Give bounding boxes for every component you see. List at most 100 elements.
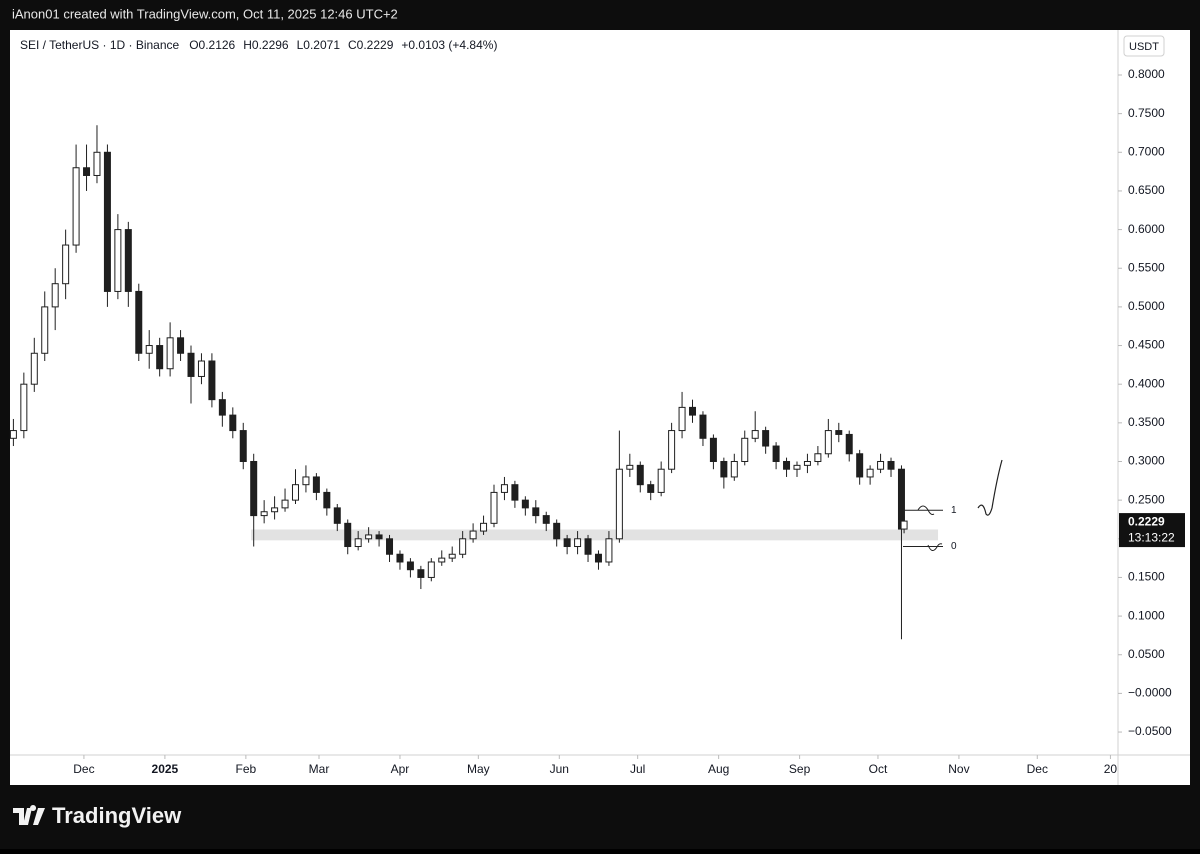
candle-body [427,561,435,578]
candle-body [720,460,728,478]
y-tick-label: 0.8000 [1128,67,1165,81]
candle-body [135,290,143,354]
candle-body [511,484,519,501]
candle-body [114,229,122,292]
candle-body [636,464,644,486]
ohlc-value: 0.2071 [303,38,340,52]
x-tick-label: Feb [236,762,257,776]
candle-body [260,511,268,517]
x-tick-label: Jun [550,762,569,776]
x-tick-label: Dec [73,762,94,776]
candle-body [626,464,634,470]
candle-body [689,406,697,416]
candle-body [668,430,676,470]
x-tick-label: Apr [391,762,410,776]
y-tick-label: −0.0000 [1128,686,1172,700]
y-tick-label: 0.5500 [1128,260,1165,274]
candle-body [354,538,362,548]
candle-body [500,484,508,493]
candle-body [145,345,153,354]
x-tick-label: 20 [1104,762,1118,776]
candle-body [83,167,91,176]
candle-body [208,360,216,401]
candle-body [302,476,310,486]
candle-body [396,553,404,563]
y-tick-label: 0.6500 [1128,183,1165,197]
candle-body [647,484,655,493]
footer-logo-text: TradingView [52,803,182,828]
candle-body [187,352,195,377]
candle-body [521,499,529,509]
candle-body [218,399,226,416]
candle-body [730,460,738,478]
squiggle [927,543,943,551]
y-tick-label: 0.6000 [1128,222,1165,236]
x-tick-label: Dec [1027,762,1048,776]
symbol: SEI / TetherUS · 1D · Binance [20,38,180,52]
ohlc-label: C [348,38,357,52]
candle-body [793,464,801,470]
candle-body [459,538,467,555]
candle-body [615,468,623,540]
candle-body [532,507,540,517]
y-tick-label: −0.0500 [1128,724,1172,738]
y-tick-label: 0.1500 [1128,570,1165,584]
candle-body [229,414,237,432]
candle-body [438,557,446,563]
squiggle [917,505,935,515]
candle-body [62,244,70,285]
candle-body [333,507,341,524]
header-text: iAnon01 created with TradingView.com, Oc… [12,6,398,21]
candle-body [605,538,613,563]
plot: 0.8000 0.7500 0.7000 0.6500 0.6000 0.5500 0.50… [9,67,1185,776]
legend: SEI / TetherUS · 1D · Binance O 0.2126 H 0.2… [20,38,497,52]
candle-body [772,445,780,462]
candle-body [344,522,352,548]
x-tick-label: May [467,762,490,776]
candle-body [866,468,874,478]
y-tick-label: 0.7500 [1128,106,1165,120]
candle-body [51,283,59,308]
fib-label: 0 [951,541,957,552]
candle-body [281,499,289,509]
ohlc-value: 0.2296 [252,38,289,52]
last-price: 0.2229 [1128,514,1165,528]
candle-body [365,534,373,540]
countdown: 13:13:22 [1128,530,1175,544]
x-tick-label: Nov [948,762,969,776]
y-tick-label: 0.1000 [1128,608,1165,622]
candle-body [93,151,101,176]
candle-body [900,520,908,530]
candle-body [124,229,132,292]
candle-body [250,460,258,517]
candle-body [877,460,885,470]
y-tick-label: 0.5000 [1128,299,1165,313]
candle-body [553,522,561,540]
candle-body [594,553,602,563]
tradingview-logo [13,805,45,825]
candle-body [542,515,550,524]
candle-body [803,460,811,466]
candle-body [584,538,592,555]
x-tick-label: Oct [869,762,888,776]
candle-body [197,360,205,377]
candle-body [166,337,174,370]
y-tick-label: 0.4500 [1128,338,1165,352]
y-tick-label: 0.3000 [1128,454,1165,468]
candle-body [574,538,582,548]
candle-body [271,507,279,513]
candle-body [814,453,822,462]
y-tick-label: 0.4000 [1128,376,1165,390]
candle-body [657,468,665,493]
candle-body [448,553,456,559]
candle-body [9,430,17,439]
currency-box[interactable] [1123,35,1165,57]
x-tick-label: Mar [309,762,330,776]
chart-panel [10,30,1190,785]
candle-body [678,406,686,432]
y-tick-label: 0.3500 [1128,415,1165,429]
x-tick-label: Aug [708,762,729,776]
candle-body [469,530,477,540]
currency: USDT [1129,41,1159,53]
